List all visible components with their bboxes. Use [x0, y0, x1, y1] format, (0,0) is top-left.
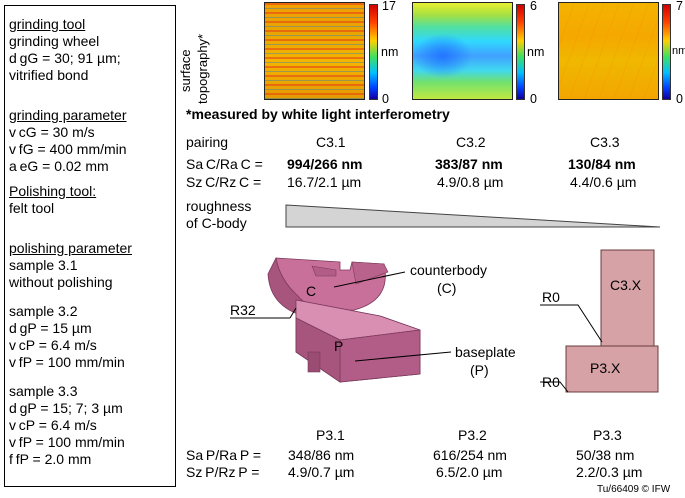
sz-p-value: 4.9/0.7 µm: [288, 464, 355, 480]
colorbar-c31: [369, 4, 378, 100]
colorbar-c33: [662, 4, 671, 100]
sample-header: P3.1: [316, 427, 345, 443]
sample-line: v fP = 100 mm/min: [9, 354, 125, 370]
process-parameters-panel: grinding tool grinding wheel d gG = 30; …: [4, 5, 176, 487]
pairing-header: C3.2: [456, 134, 486, 150]
sample-line: sample 3.3: [9, 383, 78, 399]
pairing-header: C3.3: [590, 134, 620, 150]
c3x-label: C3.X: [610, 277, 642, 293]
colorbar-unit: nm: [381, 45, 399, 59]
counterbody-abbr: (C): [437, 280, 457, 296]
colorbar-max: 6: [530, 0, 537, 13]
grinding-tool-line: vitrified bond: [9, 67, 89, 83]
sz-c-value: 16.7/2.1 µm: [287, 174, 362, 190]
sa-c-value: 383/87 nm: [435, 156, 503, 172]
sa-p-label: Sa P/Ra P =: [186, 447, 262, 463]
baseplate-letter: P: [334, 338, 344, 354]
sz-c-value: 4.4/0.6 µm: [570, 174, 637, 190]
r32-label: R32: [230, 302, 256, 318]
sz-p-value: 6.5/2.0 µm: [436, 464, 503, 480]
r0-top-label: R0: [542, 289, 560, 305]
roughness-wedge: [285, 204, 661, 228]
grinding-tool-heading: grinding tool: [9, 16, 86, 32]
sample-line: d gP = 15 µm: [9, 320, 92, 336]
counterbody-letter: C: [306, 283, 317, 299]
topography-map-c32: [412, 2, 513, 100]
grinding-parameter-line: v fG = 400 mm/min: [9, 141, 127, 157]
sz-p-label: Sz P/Rz P =: [186, 464, 260, 480]
sz-c-label: Sz C/Rz C =: [186, 174, 262, 190]
polishing-tool-line: felt tool: [9, 200, 55, 216]
colorbar-min: 0: [530, 92, 537, 106]
sample-header: P3.3: [593, 427, 622, 443]
sample-line: v cP = 6.4 m/s: [9, 417, 97, 433]
sample-line: v fP = 100 mm/min: [9, 434, 125, 450]
sa-c-value: 130/84 nm: [568, 156, 636, 172]
credit-label: Tu/66409 © IFW: [597, 484, 671, 495]
sz-c-value: 4.9/0.8 µm: [437, 174, 504, 190]
grinding-tool-line: d gG = 30; 91 µm;: [9, 50, 121, 66]
colorbar-max: 7: [676, 0, 683, 13]
baseplate-label: baseplate: [455, 344, 516, 360]
roughness-label-line2: of C-body: [186, 215, 247, 231]
colorbar-min: 0: [382, 92, 389, 106]
topography-map-c33: [558, 2, 659, 100]
sa-p-value: 50/38 nm: [576, 447, 635, 463]
p3x-schematic: [565, 345, 659, 393]
pairing-label: pairing: [186, 134, 229, 150]
sa-p-value: 348/86 nm: [288, 447, 355, 463]
sample-line: sample 3.2: [9, 303, 78, 319]
r0-top-leader: [540, 304, 603, 343]
baseplate-part: [295, 299, 421, 383]
colorbar-min: 0: [676, 92, 683, 106]
grinding-tool-line: grinding wheel: [9, 33, 100, 49]
grinding-parameter-line: a eG = 0.02 mm: [9, 158, 109, 174]
sa-c-label: Sa C/Ra C =: [186, 156, 263, 172]
sz-p-value: 2.2/0.3 µm: [576, 464, 643, 480]
measurement-footnote: *measured by white light interferometry: [186, 106, 450, 122]
baseplate-leader: [354, 351, 452, 362]
colorbar-unit: nm: [527, 45, 545, 59]
sa-c-value: 994/266 nm: [287, 156, 363, 172]
sample-line: f fP = 2.0 mm: [9, 451, 92, 467]
topography-map-c31: [264, 2, 365, 100]
grinding-parameter-line: v cG = 30 m/s: [9, 124, 95, 140]
polishing-parameter-heading: polishing parameter: [9, 240, 132, 256]
pairing-header: C3.1: [316, 134, 346, 150]
sample-line: sample 3.1: [9, 257, 78, 273]
sample-line: v cP = 6.4 m/s: [9, 337, 97, 353]
sample-line: without polishing: [9, 274, 113, 290]
colorbar-unit: nm: [672, 45, 685, 57]
p3x-label: P3.X: [590, 360, 621, 376]
colorbar-max: 17: [382, 0, 396, 13]
counterbody-part: [267, 257, 389, 319]
r0-bottom-leader: [540, 381, 569, 393]
sa-p-value: 616/254 nm: [433, 447, 507, 463]
grinding-parameter-heading: grinding parameter: [9, 107, 127, 123]
polishing-tool-heading: Polishing tool:: [9, 183, 97, 199]
colorbar-c32: [516, 4, 525, 100]
counterbody-label: counterbody: [410, 262, 488, 278]
r0-bottom-label: R0: [542, 374, 560, 390]
counterbody-leader: [333, 271, 406, 288]
baseplate-abbr: (P): [470, 362, 489, 378]
roughness-label-line1: roughness: [186, 198, 252, 214]
sample-line: d gP = 15; 7; 3 µm: [9, 400, 123, 416]
c3x-schematic: [600, 249, 655, 347]
sample-header: P3.2: [458, 427, 487, 443]
